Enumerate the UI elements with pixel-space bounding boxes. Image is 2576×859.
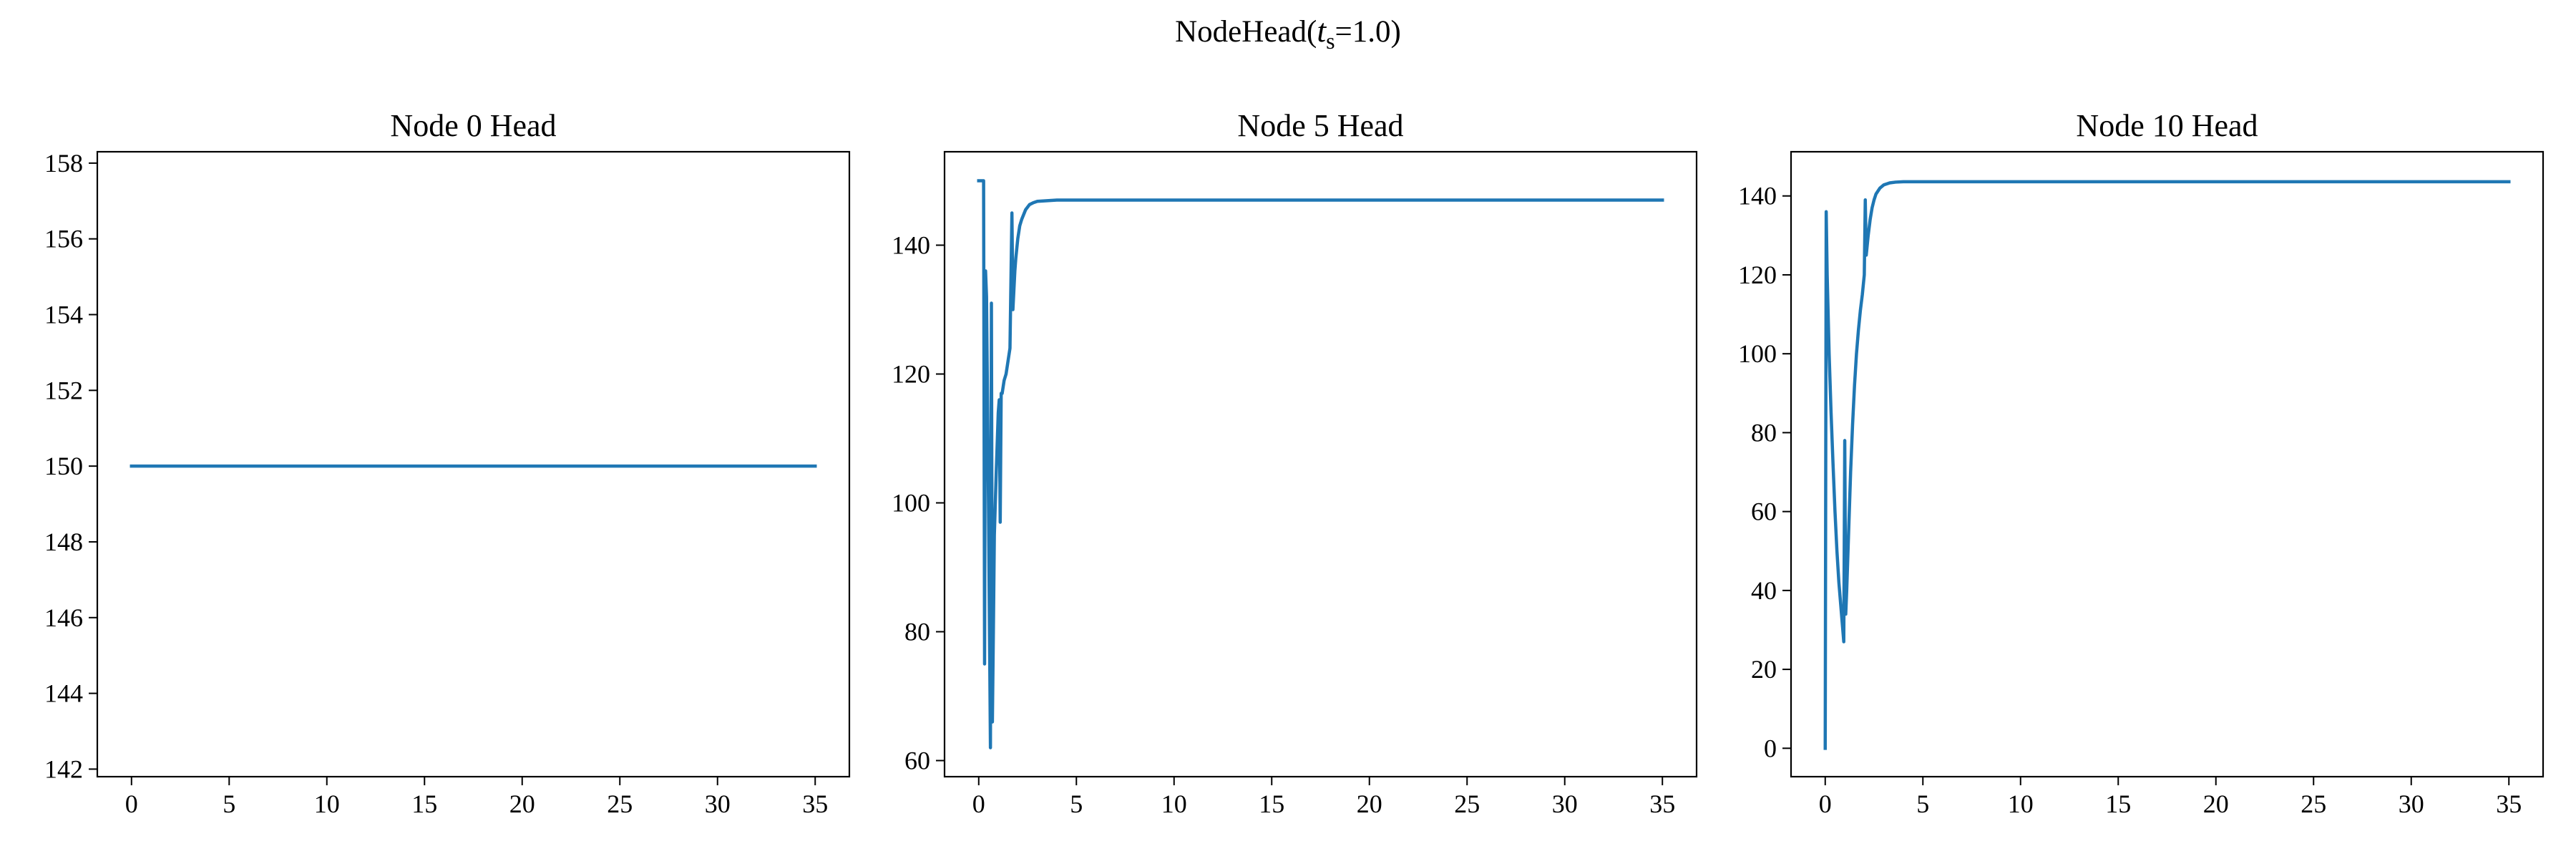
y-tick-label: 140 xyxy=(892,231,930,260)
y-tick-label: 100 xyxy=(1738,339,1777,368)
y-tick-label: 144 xyxy=(44,679,83,708)
x-tick-label: 5 xyxy=(1916,790,1929,818)
x-tick-label: 25 xyxy=(607,790,633,818)
x-tick-label: 35 xyxy=(802,790,828,818)
x-tick-label: 30 xyxy=(1552,790,1578,818)
x-tick-label: 20 xyxy=(1357,790,1382,818)
y-tick-label: 140 xyxy=(1738,182,1777,210)
y-tick-label: 158 xyxy=(44,149,83,178)
x-tick-label: 10 xyxy=(1161,790,1187,818)
y-tick-label: 80 xyxy=(904,618,930,646)
axes-frame xyxy=(96,150,851,778)
chart-title: Node 10 Head xyxy=(2076,108,2258,143)
chart-panel-node-0: Node 0 Head 0 5 10 15 20 25 30 35 142 144 146 148 15… xyxy=(44,108,851,818)
x-tick-label: 15 xyxy=(411,790,437,818)
y-tick-label: 152 xyxy=(44,376,83,404)
y-tick-label: 154 xyxy=(44,301,83,329)
y-tick-label: 80 xyxy=(1751,418,1777,447)
x-tick-label: 25 xyxy=(2301,790,2326,818)
x-tick-label: 30 xyxy=(2399,790,2424,818)
y-tick-label: 148 xyxy=(44,528,83,556)
y-tick-label: 40 xyxy=(1751,576,1777,605)
y-tick-label: 0 xyxy=(1764,734,1777,762)
x-tick-label: 5 xyxy=(1070,790,1083,818)
axes-frame xyxy=(943,150,1698,778)
y-tick-label: 100 xyxy=(892,489,930,518)
chart-panel-node-10: Node 10 Head 0 5 10 15 20 25 30 35 0 20 40 60 80 100 1… xyxy=(1738,108,2545,818)
chart-panel-node-5: Node 5 Head 0 5 10 15 20 25 30 35 60 80 100 120 140 xyxy=(892,108,1698,818)
chart-title: Node 0 Head xyxy=(390,108,556,143)
x-tick-label: 0 xyxy=(125,790,138,818)
x-tick-label: 10 xyxy=(314,790,340,818)
axes-frame xyxy=(1790,150,2545,778)
x-tick-label: 35 xyxy=(1649,790,1675,818)
y-tick-label: 150 xyxy=(44,452,83,480)
x-tick-label: 15 xyxy=(2105,790,2131,818)
x-tick-label: 20 xyxy=(2203,790,2229,818)
y-tick-label: 120 xyxy=(1738,261,1777,289)
series-line-0 xyxy=(977,179,1664,749)
x-tick-label: 5 xyxy=(223,790,235,818)
y-tick-label: 146 xyxy=(44,603,83,632)
y-tick-label: 156 xyxy=(44,225,83,253)
y-tick-label: 60 xyxy=(1751,498,1777,526)
chart-title: Node 5 Head xyxy=(1237,108,1403,143)
y-tick-label: 120 xyxy=(892,360,930,389)
figure-title: NodeHead(ts=1.0) xyxy=(1175,12,1401,54)
x-tick-label: 20 xyxy=(509,790,535,818)
x-tick-label: 0 xyxy=(972,790,985,818)
x-tick-label: 25 xyxy=(1454,790,1480,818)
y-tick-label: 142 xyxy=(44,754,83,783)
series-line-0 xyxy=(1823,180,2511,750)
x-tick-label: 0 xyxy=(1819,790,1832,818)
y-tick-label: 60 xyxy=(904,747,930,775)
x-tick-label: 30 xyxy=(705,790,731,818)
y-tick-label: 20 xyxy=(1751,655,1777,684)
x-tick-label: 15 xyxy=(1259,790,1284,818)
x-tick-label: 10 xyxy=(2008,790,2034,818)
x-tick-label: 35 xyxy=(2496,790,2522,818)
